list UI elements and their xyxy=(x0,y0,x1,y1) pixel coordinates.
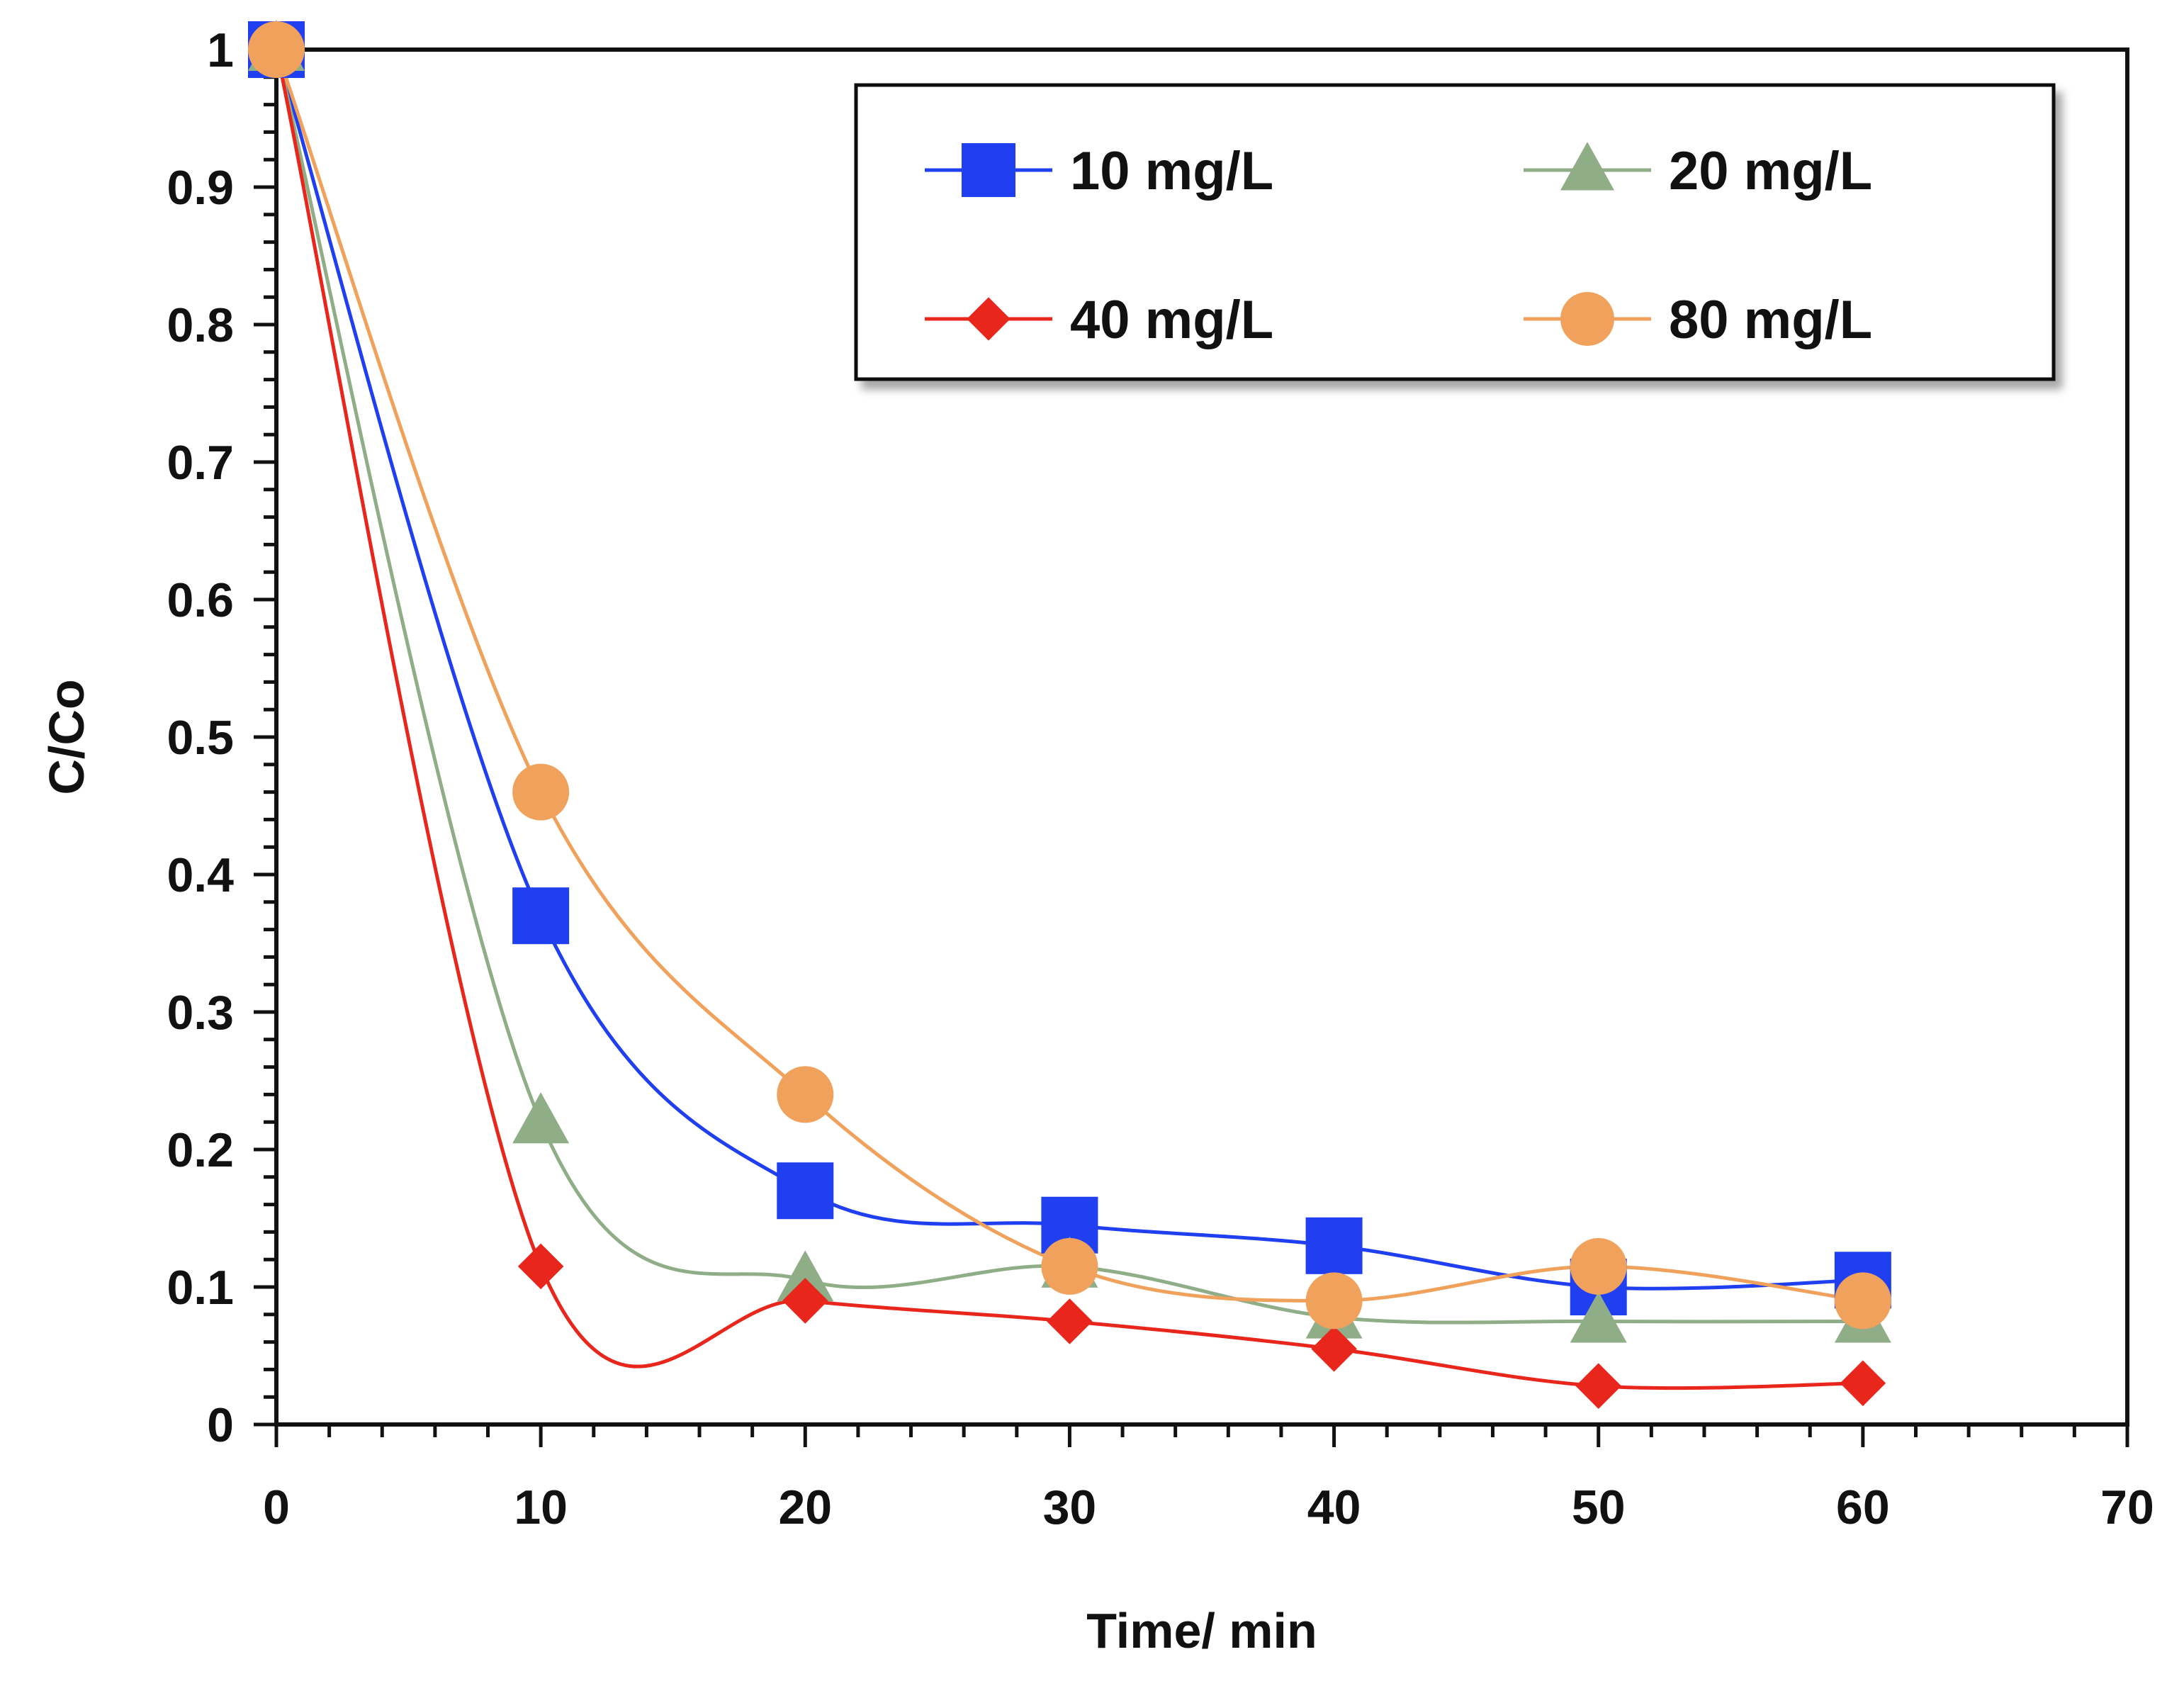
data-point xyxy=(512,1092,570,1144)
data-point xyxy=(512,887,570,945)
data-point xyxy=(512,763,570,821)
y-tick-label: 0 xyxy=(207,1398,234,1452)
legend-marker xyxy=(967,297,1011,341)
x-tick-label: 60 xyxy=(1836,1480,1890,1534)
y-axis-tick-labels: 0 0.1 0.2 0.3 0.4 0.5 0.6 0.7 0.8 0.9 1 xyxy=(167,23,234,1452)
legend: 10 mg/L 20 mg/L 40 mg/L 80 mg/L xyxy=(854,83,2056,381)
x-tick-label: 70 xyxy=(2100,1480,2154,1534)
data-point xyxy=(248,21,305,78)
y-tick-label: 0.9 xyxy=(167,161,234,215)
data-point xyxy=(1041,1237,1098,1295)
x-tick-label: 20 xyxy=(778,1480,832,1534)
legend-label: 80 mg/L xyxy=(1669,290,1872,350)
x-tick-label: 10 xyxy=(514,1480,568,1534)
y-tick-label: 0.4 xyxy=(167,848,234,902)
y-tick-label: 0.7 xyxy=(167,436,234,490)
x-axis-tick-labels: 0 10 20 30 40 50 60 70 xyxy=(263,1480,2154,1534)
y-tick-label: 0.3 xyxy=(167,986,234,1040)
series-markers xyxy=(248,20,1891,1409)
series-line xyxy=(274,49,1863,1291)
series-lines xyxy=(274,49,1864,1390)
y-tick-label: 0.5 xyxy=(167,711,234,765)
y-tick-label: 1 xyxy=(207,23,234,77)
data-point xyxy=(782,1278,828,1324)
data-point xyxy=(1840,1360,1886,1407)
legend-marker xyxy=(1560,142,1614,191)
data-point xyxy=(1305,1217,1363,1274)
data-point xyxy=(1311,1326,1357,1372)
series-line xyxy=(274,49,1863,1325)
data-point xyxy=(1570,1237,1627,1295)
y-axis-title: C/Co xyxy=(39,679,94,794)
data-point xyxy=(1575,1363,1622,1409)
legend-label: 40 mg/L xyxy=(1070,290,1273,350)
x-tick-label: 50 xyxy=(1572,1480,1626,1534)
legend-label: 10 mg/L xyxy=(1070,141,1273,201)
data-point xyxy=(1834,1272,1891,1330)
y-tick-label: 0.6 xyxy=(167,573,234,627)
legend-label: 20 mg/L xyxy=(1669,141,1872,201)
data-point xyxy=(777,1066,834,1123)
data-point xyxy=(1570,1291,1627,1343)
data-point xyxy=(1047,1298,1093,1344)
x-tick-label: 30 xyxy=(1043,1480,1097,1534)
data-point xyxy=(1305,1272,1363,1330)
legend-marker xyxy=(962,143,1015,197)
y-tick-label: 0.8 xyxy=(167,298,234,352)
x-tick-label: 40 xyxy=(1307,1480,1361,1534)
y-axis-ticks xyxy=(254,47,276,1427)
x-axis-title: Time/ min xyxy=(1086,1603,1317,1658)
data-point xyxy=(517,1243,564,1290)
data-point xyxy=(777,1162,834,1220)
series-marker-group xyxy=(248,21,1891,1330)
x-axis-ticks xyxy=(274,1424,2129,1447)
data-point xyxy=(777,1250,834,1302)
legend-marker xyxy=(1560,292,1614,346)
y-tick-label: 0.1 xyxy=(167,1261,234,1315)
legend-box xyxy=(854,83,2056,381)
x-tick-label: 0 xyxy=(263,1480,290,1534)
series-line xyxy=(274,49,1863,1390)
y-tick-label: 0.2 xyxy=(167,1123,234,1177)
series-line xyxy=(274,49,1864,1303)
